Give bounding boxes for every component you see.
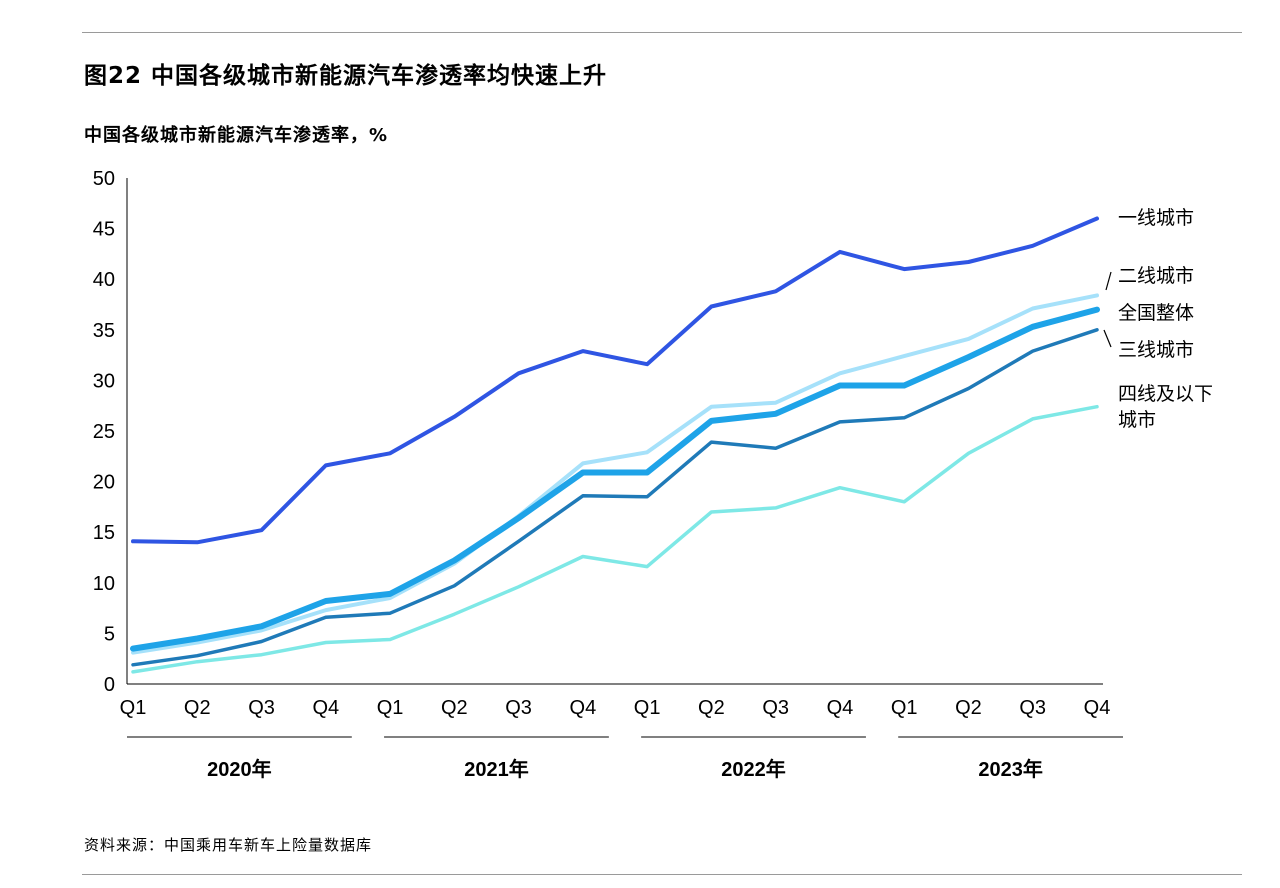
series-label: 四线及以下城市 (1118, 383, 1213, 431)
series-line (131, 293, 1099, 655)
year-group-label: 2021年 (464, 757, 529, 781)
series-line (130, 306, 1100, 652)
series-line (131, 216, 1099, 545)
series-line (131, 328, 1099, 667)
y-tick-labels: 0 5 10 15 20 25 30 35 40 45 50 (93, 168, 115, 696)
label-leader-line (1103, 329, 1112, 348)
y-tick-label: 5 (104, 623, 115, 645)
x-tick-label: Q3 (248, 697, 275, 719)
y-tick-label: 40 (93, 269, 115, 291)
top-rule (82, 32, 1242, 33)
year-group-label: 2020年 (207, 757, 272, 781)
x-tick-label: Q4 (312, 697, 339, 719)
series-label: 二线城市 (1118, 265, 1194, 287)
y-tick-label: 30 (93, 370, 115, 392)
x-tick-label: Q4 (570, 697, 597, 719)
x-tick-label: Q3 (505, 697, 532, 719)
y-tick-label: 25 (93, 421, 115, 443)
y-tick-label: 45 (93, 219, 115, 241)
series-label: 三线城市 (1118, 339, 1194, 361)
year-group-label: 2023年 (978, 757, 1043, 781)
x-tick-label: Q1 (634, 697, 661, 719)
year-group-label: 2022年 (721, 757, 786, 781)
x-tick-label: Q2 (698, 697, 725, 719)
x-tick-label: Q3 (1019, 697, 1046, 719)
source-note: 资料来源：中国乘用车新车上险量数据库 (84, 836, 373, 854)
y-tick-label: 10 (93, 573, 115, 595)
label-leader-line (1105, 271, 1112, 291)
x-tick-label: Q3 (762, 697, 789, 719)
chart-axes (126, 178, 1103, 685)
x-tick-label: Q4 (827, 697, 854, 719)
x-tick-label: Q2 (955, 697, 982, 719)
y-tick-label: 15 (93, 522, 115, 544)
series-lines (130, 216, 1100, 674)
bottom-rule (82, 874, 1242, 875)
x-tick-label: Q2 (184, 697, 211, 719)
y-tick-label: 20 (93, 472, 115, 494)
x-tick-label: Q1 (891, 697, 918, 719)
x-tick-label: Q1 (377, 697, 404, 719)
y-tick-label: 35 (93, 320, 115, 342)
series-label: 全国整体 (1118, 302, 1194, 324)
year-groups: 2020年 2021年 2022年 2023年 (127, 736, 1123, 781)
series-line (131, 404, 1099, 674)
series-label: 一线城市 (1118, 207, 1194, 229)
x-tick-label: Q2 (441, 697, 468, 719)
chart-subtitle: 中国各级城市新能源汽车渗透率，% (84, 125, 389, 146)
x-tick-labels: Q1 Q2 Q3 Q4 Q1 Q2 Q3 Q4 Q1 Q2 Q3 Q4 Q1 Q2 Q3 Q4 (120, 697, 1111, 719)
x-tick-label: Q1 (120, 697, 147, 719)
y-tick-label: 0 (104, 674, 115, 696)
y-tick-label: 50 (93, 168, 115, 190)
figure-title: 图22 中国各级城市新能源汽车渗透率均快速上升 (84, 63, 608, 89)
x-tick-label: Q4 (1084, 697, 1111, 719)
